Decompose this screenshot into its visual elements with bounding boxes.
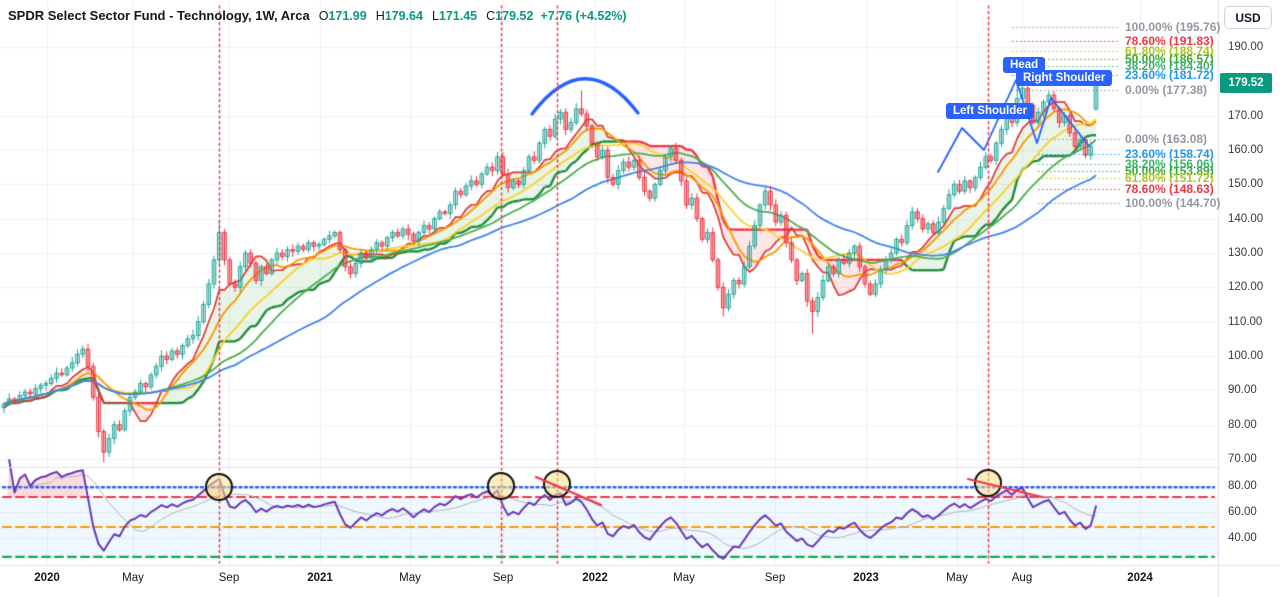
currency-toggle-button[interactable]: USD xyxy=(1224,6,1272,29)
fib-level-label: 38.20% (156.06) xyxy=(1125,156,1214,171)
time-axis-label: 2022 xyxy=(582,572,608,584)
price-axis-label: 80.00 xyxy=(1228,418,1257,431)
fib-level-label: 0.00% (163.08) xyxy=(1125,132,1208,147)
price-axis-label: 170.00 xyxy=(1228,109,1264,122)
price-axis-label: 140.00 xyxy=(1228,212,1264,225)
right-shoulder-label[interactable]: Right Shoulder xyxy=(1016,70,1113,86)
time-axis-label: 2024 xyxy=(1127,572,1153,584)
price-axis-label: 110.00 xyxy=(1228,315,1263,328)
ohlc-high: H179.64 xyxy=(375,8,423,23)
time-axis-label: May xyxy=(946,572,968,584)
time-axis-label: May xyxy=(122,572,144,584)
fib-level-label: 78.60% (191.83) xyxy=(1125,33,1214,48)
time-axis-label: May xyxy=(399,572,421,584)
fib-level-label: 0.00% (177.38) xyxy=(1125,83,1208,98)
symbol-legend[interactable]: SPDR Select Sector Fund - Technology, 1W… xyxy=(8,8,627,23)
last-price-badge: 179.52 xyxy=(1220,73,1272,93)
symbol-title: SPDR Select Sector Fund - Technology, 1W… xyxy=(8,8,310,23)
left-shoulder-label[interactable]: Left Shoulder xyxy=(946,103,1035,119)
price-axis-label: 190.00 xyxy=(1228,41,1264,54)
fib-level-label: 23.60% (158.74) xyxy=(1125,147,1214,162)
fib-level-label: 100.00% (144.70) xyxy=(1125,195,1221,210)
rsi-axis-label: 60.00 xyxy=(1228,506,1257,518)
time-axis-label: Sep xyxy=(764,572,786,584)
fib-level-label: 78.60% (148.63) xyxy=(1125,182,1214,197)
fib-level-label: 38.20% (184.40) xyxy=(1125,59,1214,74)
ohlc-low: L171.45 xyxy=(431,8,478,23)
fib-level-label: 100.00% (195.76) xyxy=(1125,20,1221,35)
time-axis-label: 2020 xyxy=(34,572,60,584)
fib-level-label: 50.00% (153.89) xyxy=(1125,163,1214,178)
time-axis-label: 2021 xyxy=(307,572,333,584)
rsi-axis-label: 40.00 xyxy=(1228,532,1257,544)
fib-level-label: 61.80% (188.74) xyxy=(1125,44,1214,59)
price-axis-label: 100.00 xyxy=(1228,350,1264,363)
price-axis-label: 160.00 xyxy=(1228,144,1264,157)
time-axis-label: Sep xyxy=(218,572,240,584)
time-axis-label: Sep xyxy=(492,572,514,584)
time-axis-label: May xyxy=(673,572,695,584)
price-axis-label: 70.00 xyxy=(1228,453,1257,466)
price-axis-label: 130.00 xyxy=(1228,247,1264,260)
head-label[interactable]: Head xyxy=(1003,57,1046,73)
time-axis-label: Aug xyxy=(1011,572,1033,584)
price-change: +7.76 (+4.52%) xyxy=(540,8,627,23)
price-axis-label: 150.00 xyxy=(1228,178,1264,191)
time-axis-label: 2023 xyxy=(853,572,879,584)
fib-level-label: 50.00% (186.57) xyxy=(1125,51,1214,66)
ohlc-close: C179.52 xyxy=(486,8,534,23)
fib-level-label: 61.80% (151.72) xyxy=(1125,171,1214,186)
price-axis-label: 120.00 xyxy=(1228,281,1264,294)
fib-level-label: 23.60% (181.72) xyxy=(1125,68,1214,83)
rsi-axis-label: 80.00 xyxy=(1228,480,1257,492)
price-axis-label: 90.00 xyxy=(1228,384,1257,397)
ohlc-open: O171.99 xyxy=(318,8,367,23)
